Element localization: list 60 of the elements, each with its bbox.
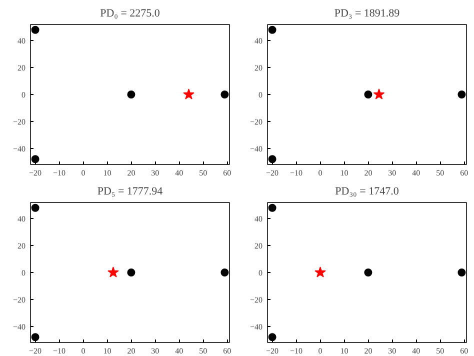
x-tick-label: −20	[29, 346, 42, 356]
x-tick-label: 60	[223, 168, 232, 178]
y-tick-label: 20	[18, 64, 26, 73]
x-tick-label: 60	[460, 168, 468, 178]
x-tick-label: 40	[412, 346, 420, 356]
x-tick-label: −10	[290, 168, 303, 178]
y-tick-label: 20	[254, 64, 262, 73]
y-tick-label: 0	[258, 90, 262, 100]
x-tick-label: −10	[53, 168, 66, 178]
x-tick-label: 0	[81, 346, 86, 356]
x-tick-label: 30	[151, 346, 160, 356]
x-tick-label: 10	[340, 346, 348, 356]
x-tick-label: 50	[436, 168, 444, 178]
x-tick-label: 20	[364, 168, 372, 178]
x-tick-label: −20	[266, 168, 279, 178]
y-tick-label: 40	[254, 214, 262, 224]
y-tick-label: −40	[250, 322, 263, 332]
chart-title: PD₅ = 1777.94	[97, 186, 164, 198]
y-tick-label: 40	[18, 214, 26, 224]
x-tick-label: 40	[175, 346, 184, 356]
y-tick-label: 0	[22, 90, 26, 100]
x-tick-label: −10	[53, 346, 66, 356]
y-tick-label: −40	[250, 144, 263, 154]
chart-title: PD₃ = 1891.89	[334, 8, 400, 20]
y-tick-label: −40	[12, 144, 26, 154]
x-tick-label: 20	[127, 346, 136, 356]
x-tick-label: 0	[318, 346, 322, 356]
x-tick-label: 50	[199, 346, 208, 356]
x-tick-label: 60	[460, 346, 468, 356]
x-tick-label: 50	[199, 168, 208, 178]
y-tick-label: −20	[250, 295, 263, 304]
x-tick-label: 0	[81, 168, 86, 178]
chart-title: PD₃₀ = 1747.0	[335, 186, 400, 198]
x-tick-label: 10	[103, 168, 112, 178]
x-tick-label: 30	[388, 346, 396, 356]
y-tick-label: 40	[18, 36, 26, 46]
y-tick-label: −20	[12, 295, 26, 304]
x-tick-label: 20	[127, 168, 136, 178]
y-tick-label: 0	[258, 268, 262, 278]
x-tick-label: −20	[266, 346, 279, 356]
y-tick-label: −40	[12, 322, 26, 332]
x-tick-label: 20	[364, 346, 372, 356]
y-tick-label: −20	[250, 117, 263, 126]
x-tick-label: 30	[388, 168, 396, 178]
y-tick-label: −20	[12, 117, 26, 126]
x-tick-label: 40	[412, 168, 420, 178]
y-tick-label: 20	[254, 242, 262, 251]
x-tick-label: 0	[318, 168, 322, 178]
x-tick-label: 30	[151, 168, 160, 178]
y-tick-label: 40	[254, 36, 262, 46]
x-tick-label: 10	[103, 346, 112, 356]
x-tick-label: 60	[223, 346, 232, 356]
x-tick-label: −10	[290, 346, 303, 356]
x-tick-label: 10	[340, 168, 348, 178]
x-tick-label: 40	[175, 168, 184, 178]
y-tick-label: 20	[18, 242, 26, 251]
x-tick-label: 50	[436, 346, 444, 356]
x-tick-label: −20	[29, 168, 42, 178]
y-tick-label: 0	[22, 268, 26, 278]
chart-title: PD₀ = 2275.0	[100, 8, 160, 20]
